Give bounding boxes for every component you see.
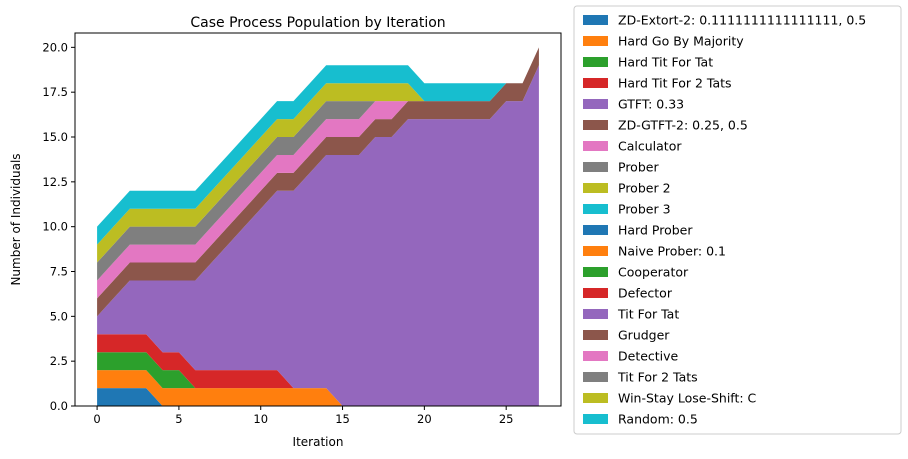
legend-label: Tit For 2 Tats [617, 370, 698, 385]
legend-label: Prober 2 [618, 181, 671, 196]
area-series-0 [97, 388, 539, 406]
legend-swatch [583, 225, 608, 235]
chart-title: Case Process Population by Iteration [190, 15, 445, 31]
legend-swatch [583, 372, 608, 382]
legend-swatch [583, 393, 608, 403]
legend-label: Hard Prober [618, 223, 693, 238]
area-series-14 [97, 65, 539, 406]
legend-label: Hard Tit For Tat [618, 55, 713, 70]
y-axis-label: Number of Individuals [9, 153, 23, 285]
legend-label: Grudger [618, 328, 670, 343]
legend-label: Detective [618, 349, 679, 364]
legend-label: ZD-GTFT-2: 0.25, 0.5 [618, 118, 748, 133]
legend-label: ZD-Extort-2: 0.1111111111111111, 0.5 [618, 13, 866, 28]
area-series-19 [97, 47, 539, 245]
legend-swatch [583, 15, 608, 25]
legend-label: Hard Go By Majority [618, 34, 744, 49]
area-series-15 [97, 47, 539, 317]
legend-swatch [583, 204, 608, 214]
x-tick-label: 0 [93, 412, 100, 426]
legend: ZD-Extort-2: 0.1111111111111111, 0.5 Hard… [573, 5, 902, 435]
y-tick-label: 7.5 [50, 265, 68, 279]
y-tick-label: 0.0 [50, 399, 68, 413]
legend-swatch [583, 141, 608, 151]
x-tick-label: 15 [335, 412, 350, 426]
legend-frame [573, 5, 902, 435]
area-series-17 [97, 47, 539, 281]
legend-swatch [583, 120, 608, 130]
x-tick-label: 25 [499, 412, 514, 426]
legend-label: Defector [618, 286, 673, 301]
legend-swatch [583, 183, 608, 193]
x-tick-label: 20 [417, 412, 432, 426]
x-tick-label: 5 [175, 412, 182, 426]
stacked-areas [97, 47, 539, 406]
plot-frame [74, 32, 562, 407]
legend-swatch [583, 162, 608, 172]
legend-label: Calculator [618, 139, 682, 154]
legend-swatch [583, 309, 608, 319]
legend-label: Tit For Tat [617, 307, 679, 322]
legend-label: Prober 3 [618, 202, 671, 217]
x-axis-ticks: 0 5 10 15 20 25 [93, 406, 514, 426]
area-series-2 [97, 352, 539, 406]
legend-label: Win-Stay Lose-Shift: C [618, 391, 757, 406]
y-tick-label: 10.0 [42, 220, 68, 234]
legend-swatch [583, 99, 608, 109]
legend-swatch [583, 288, 608, 298]
legend-label: Hard Tit For 2 Tats [618, 76, 732, 91]
area-series-1 [97, 370, 539, 406]
area-series-16 [97, 47, 539, 299]
y-tick-label: 17.5 [42, 85, 68, 99]
y-tick-label: 20.0 [42, 40, 68, 54]
y-axis-ticks: 0.0 2.5 5.0 7.5 10.0 12.5 15.0 17.5 20.0 [42, 40, 75, 413]
y-tick-label: 2.5 [50, 354, 68, 368]
y-tick-label: 12.5 [42, 175, 68, 189]
legend-swatch [583, 36, 608, 46]
legend-swatch [583, 78, 608, 88]
legend-swatch [583, 267, 608, 277]
y-tick-label: 15.0 [42, 130, 68, 144]
x-tick-label: 10 [253, 412, 268, 426]
legend-label: Cooperator [618, 265, 689, 280]
y-tick-label: 5.0 [50, 309, 68, 323]
legend-swatch [583, 330, 608, 340]
legend-swatch [583, 351, 608, 361]
legend-items: ZD-Extort-2: 0.1111111111111111, 0.5 Hard… [583, 13, 866, 427]
area-series-18 [97, 47, 539, 263]
legend-swatch [583, 57, 608, 67]
legend-label: GTFT: 0.33 [618, 97, 684, 112]
legend-swatch [583, 414, 608, 424]
x-axis-label: Iteration [293, 435, 344, 449]
legend-label: Naive Prober: 0.1 [618, 244, 726, 259]
legend-label: Prober [618, 160, 659, 175]
legend-swatch [583, 246, 608, 256]
legend-label: Random: 0.5 [618, 412, 698, 427]
area-series-3 [97, 334, 539, 406]
